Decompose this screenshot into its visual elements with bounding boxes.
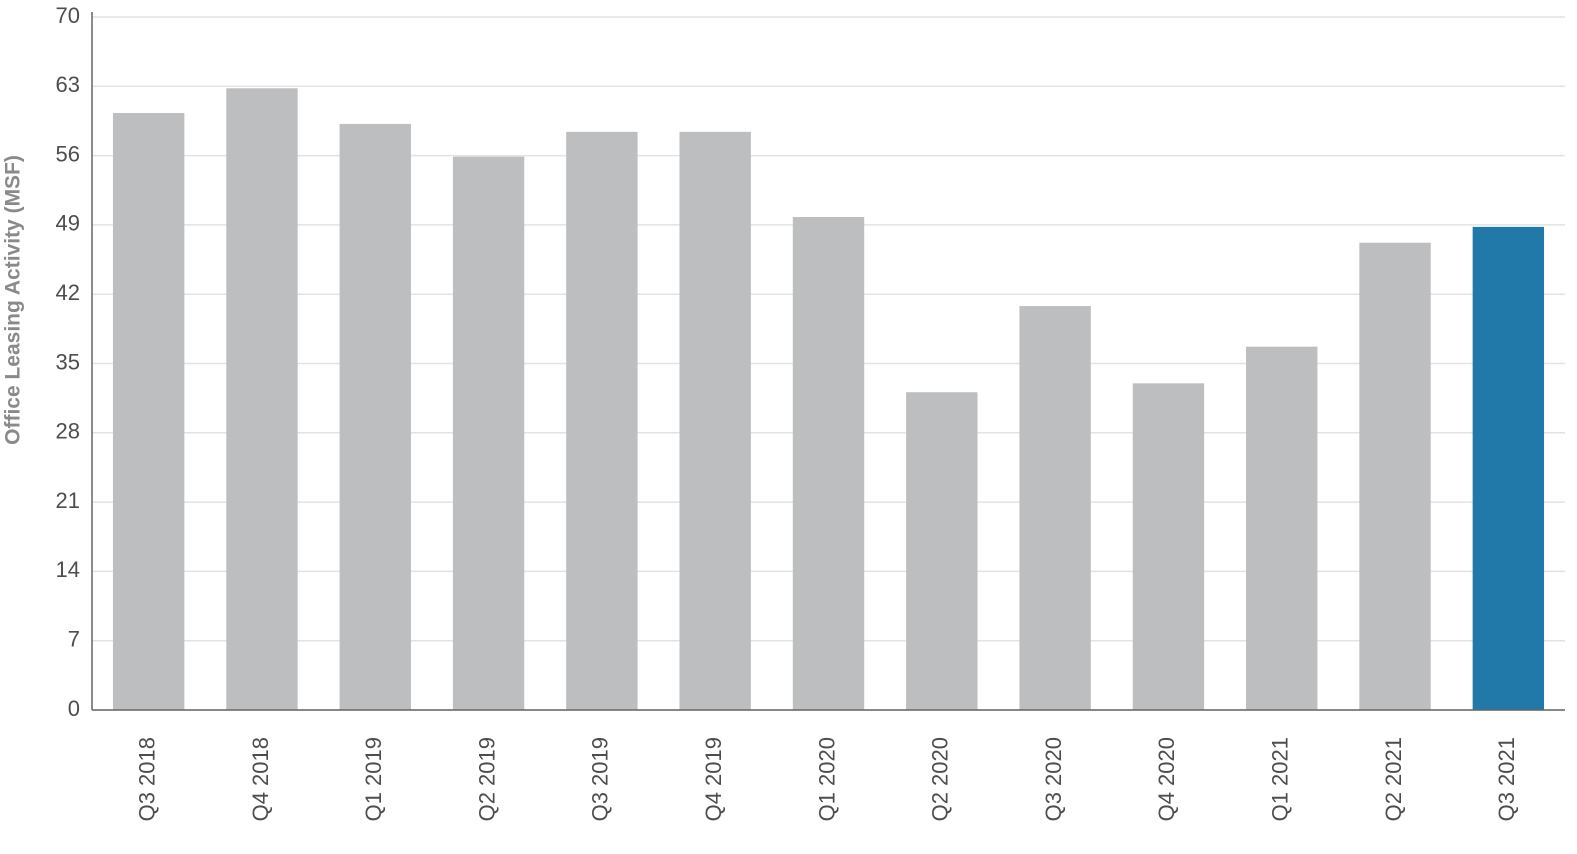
y-tick-label: 14	[56, 557, 80, 582]
bar	[679, 131, 751, 711]
y-tick-label: 63	[56, 72, 80, 97]
bar	[566, 131, 638, 711]
y-axis-label: Office Leasing Activity (MSF)	[2, 155, 25, 445]
x-tick-label: Q3 2021	[1494, 737, 1519, 821]
y-tick-label: 28	[56, 419, 80, 444]
bar	[112, 113, 185, 710]
bar	[1132, 383, 1205, 710]
x-tick-label: Q2 2020	[928, 737, 953, 821]
x-tick-label: Q2 2019	[474, 737, 499, 821]
y-tick-label: 7	[68, 627, 80, 652]
bar	[1246, 346, 1318, 710]
x-tick-label: Q2 2021	[1381, 737, 1406, 821]
x-tick-label: Q4 2018	[248, 737, 273, 821]
bar	[1019, 306, 1091, 710]
bar	[906, 392, 978, 710]
bar	[1359, 242, 1431, 710]
x-tick-label: Q1 2021	[1268, 737, 1293, 821]
x-tick-label: Q4 2020	[1154, 737, 1179, 821]
x-tick-label: Q1 2020	[814, 737, 839, 821]
x-tick-label: Q4 2019	[701, 737, 726, 821]
y-tick-label: 35	[56, 349, 80, 374]
bar	[792, 216, 865, 711]
y-tick-label: 56	[56, 141, 80, 166]
x-tick-label: Q3 2018	[134, 737, 159, 821]
y-tick-label: 42	[56, 280, 80, 305]
bar	[339, 123, 411, 711]
y-tick-label: 0	[68, 696, 80, 721]
y-tick-label: 49	[56, 211, 80, 236]
y-tick-label: 21	[56, 488, 80, 513]
x-tick-label: Q3 2020	[1041, 737, 1066, 821]
x-tick-label: Q3 2019	[588, 737, 613, 821]
y-tick-label: 70	[56, 3, 80, 28]
x-tick-label: Q1 2019	[361, 737, 386, 821]
bar	[226, 88, 298, 710]
bar	[1472, 226, 1545, 710]
bar	[452, 156, 525, 711]
